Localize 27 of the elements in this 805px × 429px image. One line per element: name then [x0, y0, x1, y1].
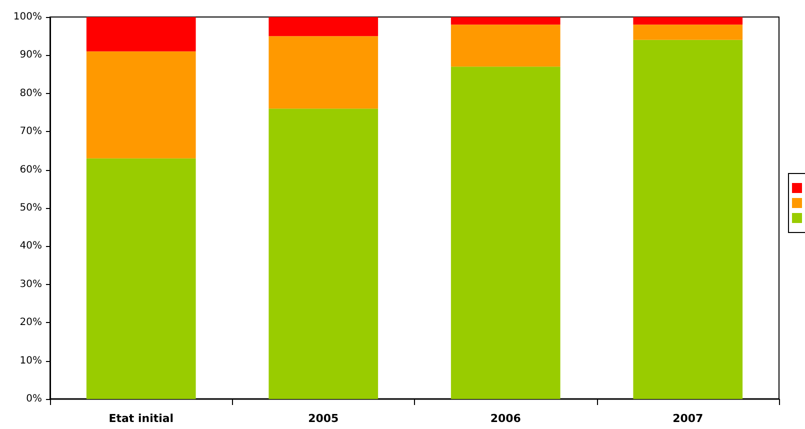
bar — [633, 24, 743, 40]
bar — [450, 17, 560, 25]
bar — [86, 158, 196, 399]
y-tick-label: 0% — [26, 394, 42, 404]
y-tick-label: 10% — [20, 355, 42, 366]
x-tick-label: Etat initial — [108, 412, 174, 425]
x-tick-label: 2005 — [308, 412, 339, 425]
y-tick-label: 30% — [20, 278, 42, 290]
y-tick-label: 90% — [20, 50, 42, 61]
bar — [268, 36, 378, 109]
bar — [86, 51, 196, 158]
y-tick-label: 20% — [20, 317, 42, 328]
bar — [450, 66, 560, 399]
bar — [268, 108, 378, 399]
x-tick-label: 2006 — [490, 412, 522, 425]
y-tick-label: 80% — [20, 88, 42, 99]
x-tick-label: 2007 — [672, 412, 704, 425]
y-tick-label: 100% — [13, 12, 42, 22]
y-tick-label: 70% — [20, 126, 42, 138]
bar — [450, 24, 560, 67]
bar — [268, 17, 378, 36]
bar — [633, 17, 743, 25]
y-tick-label: 40% — [20, 240, 42, 252]
bar — [86, 17, 196, 52]
y-tick-label: 60% — [20, 164, 42, 176]
bar — [633, 40, 743, 399]
y-tick-label: 50% — [20, 202, 42, 214]
